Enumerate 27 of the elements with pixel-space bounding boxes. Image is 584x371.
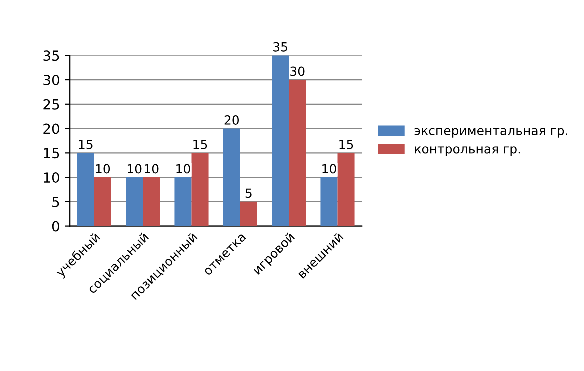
data-label: 30 bbox=[290, 66, 305, 76]
data-label: 10 bbox=[96, 164, 110, 174]
y-tick-label: 20 bbox=[44, 124, 60, 134]
y-tick-label: 10 bbox=[44, 172, 60, 184]
y-tick-label: 0 bbox=[52, 221, 60, 232]
bar bbox=[174, 178, 192, 226]
data-label: 5 bbox=[246, 188, 252, 198]
y-tick-label: 30 bbox=[44, 75, 60, 86]
data-label: 10 bbox=[176, 164, 190, 174]
y-tick-label: 5 bbox=[52, 197, 60, 208]
bar bbox=[320, 178, 338, 226]
y-tick-label: 15 bbox=[44, 148, 60, 159]
data-label: 10 bbox=[145, 164, 159, 174]
y-tick-label: 35 bbox=[44, 50, 60, 62]
data-label: 15 bbox=[194, 140, 208, 150]
y-tick-label: 25 bbox=[44, 99, 60, 110]
data-label: 35 bbox=[274, 42, 288, 52]
data-label: 15 bbox=[79, 140, 93, 150]
legend-label: контрольная гр. bbox=[415, 146, 520, 156]
bar bbox=[94, 178, 112, 226]
bar bbox=[240, 202, 258, 226]
data-label: 15 bbox=[340, 140, 354, 150]
bar bbox=[289, 80, 306, 226]
data-label: 10 bbox=[128, 164, 142, 174]
data-label: 20 bbox=[224, 116, 240, 125]
legend-label: экспериментальная гр. bbox=[414, 128, 568, 138]
data-label: 10 bbox=[322, 164, 336, 174]
